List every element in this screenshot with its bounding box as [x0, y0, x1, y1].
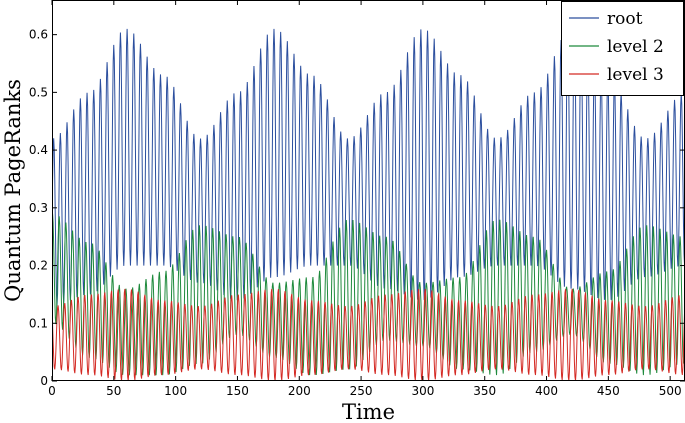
legend-label-level-3: level 3: [607, 65, 664, 85]
series-line-level-3: [52, 288, 685, 381]
x-axis-title: Time: [342, 400, 395, 423]
y-tick-label: 0.4: [29, 143, 48, 157]
x-tick-label: 400: [535, 384, 558, 398]
x-tick-label: 150: [226, 384, 249, 398]
x-tick-label: 300: [411, 384, 434, 398]
legend-box: [561, 1, 684, 96]
x-tick-label: 450: [597, 384, 620, 398]
y-tick-label: 0.3: [29, 201, 48, 215]
x-tick-label: 100: [164, 384, 187, 398]
x-tick-label: 200: [288, 384, 311, 398]
series-layer: [52, 28, 685, 381]
legend: root level 2 level 3: [561, 1, 684, 96]
x-tick-label: 0: [48, 384, 56, 398]
x-tick-label: 500: [659, 384, 682, 398]
series-line-root: [52, 28, 685, 306]
y-tick-label: 0.5: [29, 85, 48, 99]
y-tick-label: 0.6: [29, 28, 48, 42]
x-tick-label: 250: [350, 384, 373, 398]
legend-label-level-2: level 2: [607, 37, 664, 57]
x-tick-label: 350: [473, 384, 496, 398]
ticks-layer: 0 50 100 150 200 250 300 350 400 450 500 0 0.1 0.2 0.3…: [29, 0, 685, 398]
x-tick-label: 50: [106, 384, 121, 398]
y-tick-label: 0: [40, 374, 48, 388]
y-axis-title: Quantum PageRanks: [1, 79, 25, 302]
legend-label-root: root: [607, 9, 643, 29]
y-tick-label: 0.1: [29, 316, 48, 330]
y-tick-label: 0.2: [29, 259, 48, 273]
